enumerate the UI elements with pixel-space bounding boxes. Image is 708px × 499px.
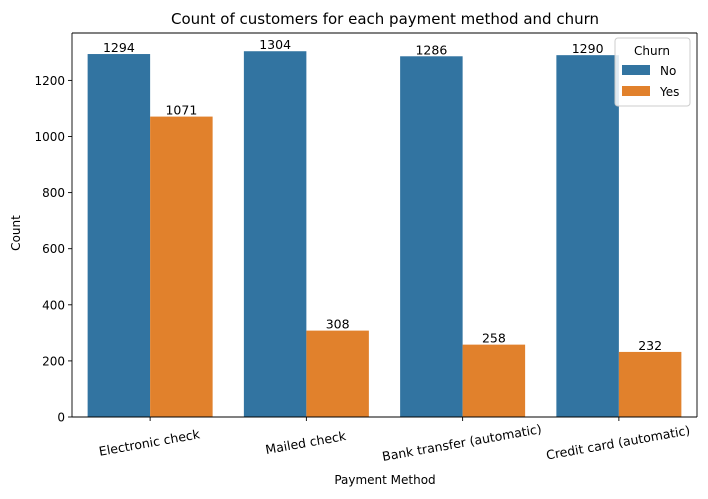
legend: Churn No Yes <box>614 37 691 107</box>
x-axis-label: Payment Method <box>334 473 435 487</box>
data-label-bank-transfer-automatic-yes: 258 <box>482 331 506 346</box>
y-tick-label: 400 <box>42 298 65 312</box>
legend-label-no: No <box>660 64 676 78</box>
chart-title: Count of customers for each payment meth… <box>171 10 599 28</box>
bar-mailed-check-yes <box>306 330 369 417</box>
y-tick-label: 600 <box>42 242 65 256</box>
legend-label-yes: Yes <box>659 85 679 99</box>
data-label-electronic-check-yes: 1071 <box>165 103 197 118</box>
y-tick-label: 1000 <box>34 130 65 144</box>
x-tick-label-electronic-check: Electronic check <box>98 426 202 459</box>
data-label-mailed-check-no: 1304 <box>259 37 291 52</box>
bars-layer <box>87 51 682 418</box>
legend-swatch-yes <box>622 86 650 96</box>
legend-title: Churn <box>634 44 670 58</box>
bar-credit-card-automatic-yes <box>618 351 682 417</box>
y-tick-label: 0 <box>57 411 65 425</box>
x-tick-label-mailed-check: Mailed check <box>264 428 348 457</box>
legend-swatch-no <box>622 65 650 75</box>
bar-mailed-check-no <box>243 51 307 417</box>
x-tick-label-bank-transfer-automatic: Bank transfer (automatic) <box>381 421 543 464</box>
data-label-mailed-check-yes: 308 <box>326 317 350 332</box>
data-label-credit-card-automatic-no: 1290 <box>572 41 604 56</box>
data-label-credit-card-automatic-yes: 232 <box>638 338 662 353</box>
y-tick-label: 1200 <box>34 74 65 88</box>
bar-electronic-check-no <box>87 54 151 417</box>
x-tick-label-credit-card-automatic: Credit card (automatic) <box>545 423 691 463</box>
data-label-electronic-check-no: 1294 <box>103 40 135 55</box>
data-label-bank-transfer-automatic-no: 1286 <box>415 42 447 57</box>
y-tick-label: 800 <box>42 186 65 200</box>
axes-layer <box>68 32 698 421</box>
bar-bank-transfer-automatic-yes <box>462 344 526 417</box>
bar-bank-transfer-automatic-no <box>400 56 463 418</box>
bar-electronic-check-yes <box>150 116 213 418</box>
y-axis-label: Count <box>9 215 23 251</box>
bar-credit-card-automatic-no <box>556 55 619 417</box>
y-tick-label: 200 <box>42 354 65 368</box>
